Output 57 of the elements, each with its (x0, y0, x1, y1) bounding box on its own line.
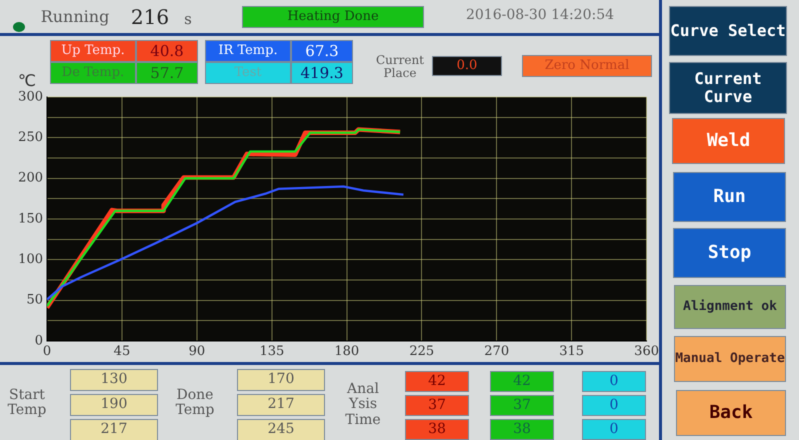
text: 190 (70, 394, 158, 416)
text: Start Temp (6, 386, 48, 420)
text: 419.3 (291, 62, 353, 84)
x-tick-label: 225 (409, 344, 434, 360)
y-tick-label: 150 (18, 211, 43, 226)
text: Done Temp (174, 386, 216, 420)
text: 0.0 (432, 56, 502, 76)
y-tick-label: 100 (18, 252, 43, 268)
text: 216 (130, 4, 170, 30)
text: Running (40, 6, 110, 28)
x-tick-label: 270 (484, 344, 510, 360)
text: Up Temp. (50, 40, 136, 62)
x-tick-label: 360 (634, 344, 660, 360)
text: 130 (70, 369, 158, 391)
text: 0 (582, 395, 646, 416)
text: 0 (582, 371, 646, 392)
text: 38 (405, 419, 469, 440)
text: 2016-08-30 14:20:54 (464, 6, 616, 26)
y-axis-title: ℃ (18, 71, 36, 90)
text: Alignment ok (674, 285, 786, 329)
text: 38 (490, 419, 554, 440)
text: Current Place (374, 52, 426, 82)
text: Heating Done (242, 6, 424, 28)
y-tick-label: 250 (18, 130, 43, 146)
text: s (183, 8, 193, 30)
text: 57.7 (136, 62, 198, 84)
text: 245 (237, 419, 325, 440)
text: 217 (70, 419, 158, 440)
text: Manual Operate (674, 336, 786, 382)
x-tick-label: 315 (559, 344, 584, 360)
y-tick-label: 50 (26, 292, 43, 308)
x-tick-label: 135 (259, 344, 284, 360)
text: De Temp. (50, 62, 136, 84)
text: Stop (673, 228, 786, 278)
x-tick-label: 45 (114, 344, 130, 360)
text: 170 (237, 369, 325, 391)
text: 42 (405, 371, 469, 392)
y-tick-label: 200 (18, 170, 43, 186)
text: Back (676, 390, 786, 436)
text: Run (673, 172, 786, 222)
text: Test (205, 62, 291, 84)
text: 67.3 (291, 40, 353, 62)
text: Current Curve (669, 62, 787, 114)
x-tick-label: 180 (334, 344, 360, 360)
text: 40.8 (136, 40, 198, 62)
text: 37 (490, 395, 554, 416)
text: 217 (237, 394, 325, 416)
text: 37 (405, 395, 469, 416)
text: IR Temp. (205, 40, 291, 62)
x-tick-label: 90 (188, 344, 206, 360)
y-tick-label: 0 (34, 333, 43, 348)
text: Weld (672, 118, 785, 164)
text: Anal Ysis Time (344, 380, 382, 430)
text: Curve Select (669, 6, 787, 56)
y-tick-label: 300 (18, 89, 43, 104)
text: 0 (582, 419, 646, 440)
text: 42 (490, 371, 554, 392)
